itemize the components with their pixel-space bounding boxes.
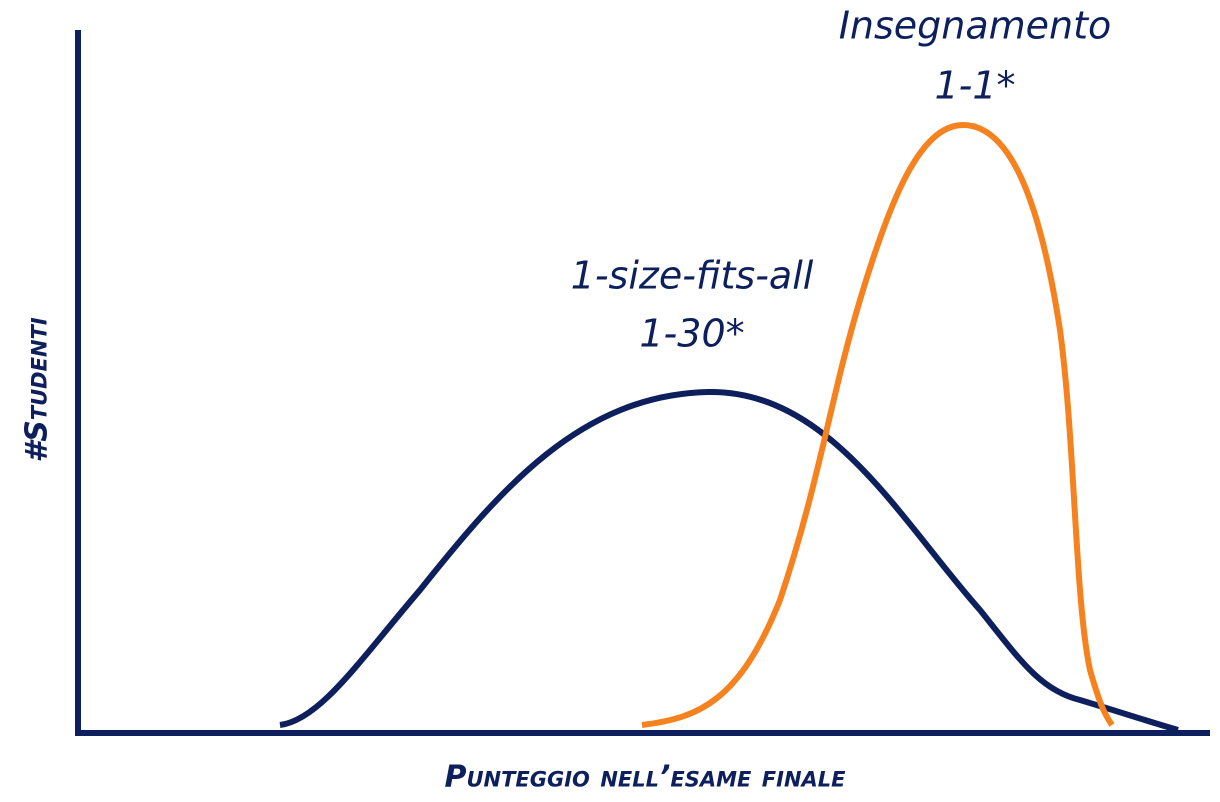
curve-group <box>279 388 1179 733</box>
note: 1-1* <box>934 64 1015 108</box>
curve-individual <box>641 121 1115 728</box>
note: 1-size-fits-all <box>571 254 814 298</box>
note: Insegnamento <box>839 4 1112 48</box>
note: 1-30* <box>639 312 744 356</box>
x-axis-label: Punteggio nell’esame finale <box>444 760 846 795</box>
y-axis-label: #Studenti <box>20 317 55 463</box>
